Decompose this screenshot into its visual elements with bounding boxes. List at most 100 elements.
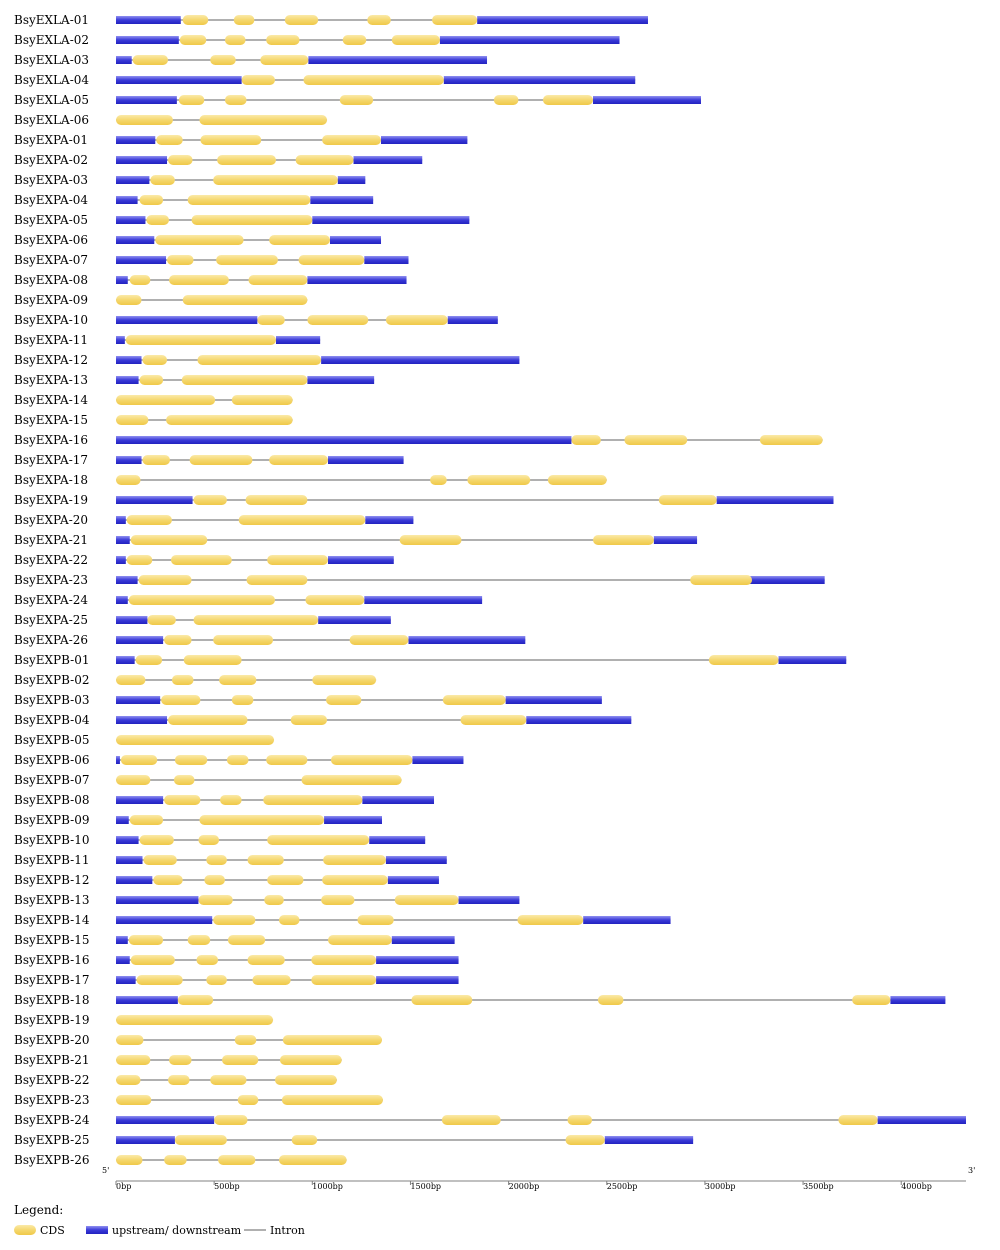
gene-row: BsyEXPA-07 [14, 253, 409, 267]
tick-label: 0bp [116, 1182, 131, 1191]
cds-exon [233, 15, 255, 25]
utr-segment [310, 196, 374, 204]
cds-exon [282, 1035, 382, 1045]
cds-exon [298, 255, 365, 265]
gene-name-label: BsyEXLA-05 [14, 93, 89, 107]
cds-exon [129, 815, 164, 825]
gene-row: BsyEXPA-23 [14, 573, 825, 587]
utr-segment [877, 1116, 966, 1124]
utr-segment [307, 276, 407, 284]
utr-segment [116, 196, 138, 204]
gene-name-label: BsyEXPB-26 [14, 1153, 90, 1167]
cds-exon [174, 755, 208, 765]
cds-exon [241, 75, 276, 85]
cds-exon [139, 835, 174, 845]
cds-exon [139, 195, 164, 205]
gene-row: BsyEXLA-06 [14, 113, 328, 127]
cds-exon [128, 935, 164, 945]
gene-row: BsyEXPA-17 [14, 453, 404, 467]
gene-row: BsyEXPA-05 [14, 213, 470, 227]
cds-exon [169, 1055, 192, 1065]
cds-exon [311, 955, 377, 965]
gene-row: BsyEXPA-24 [14, 593, 483, 607]
gene-name-label: BsyEXPB-17 [14, 973, 90, 987]
cds-exon [142, 455, 170, 465]
gene-name-label: BsyEXPB-03 [14, 693, 90, 707]
gene-name-label: BsyEXPB-08 [14, 793, 90, 807]
cds-exon [279, 1055, 342, 1065]
cds-exon [658, 495, 717, 505]
cds-exon [278, 915, 300, 925]
utr-segment [365, 516, 414, 524]
cds-exon [139, 375, 164, 385]
cds-exon [168, 155, 193, 165]
utr-segment [328, 456, 404, 464]
gene-name-label: BsyEXPA-23 [14, 573, 88, 587]
tick-label: 3000bp [705, 1182, 736, 1191]
cds-exon [234, 1035, 257, 1045]
cds-exon [173, 775, 195, 785]
cds-exon [199, 115, 328, 125]
utr-segment [353, 156, 423, 164]
cds-exon [323, 855, 386, 865]
utr-segment [376, 956, 459, 964]
gene-row: BsyEXPB-21 [14, 1053, 342, 1067]
cds-exon [493, 95, 519, 105]
gene-row: BsyEXPB-16 [14, 953, 459, 967]
gene-name-label: BsyEXPA-14 [14, 393, 88, 407]
utr-segment [116, 516, 126, 524]
cds-exon [166, 415, 293, 425]
utr-segment [116, 556, 126, 564]
cds-exon [135, 655, 163, 665]
cds-exon [116, 295, 142, 305]
utr-segment [116, 316, 258, 324]
cds-exon [182, 15, 209, 25]
cds-exon [128, 595, 276, 605]
cds-exon [567, 1115, 593, 1125]
gene-name-label: BsyEXPB-04 [14, 713, 90, 727]
utr-segment [116, 836, 139, 844]
cds-exon [116, 775, 151, 785]
legend-cds-swatch [14, 1225, 36, 1235]
gene-name-label: BsyEXPA-13 [14, 373, 88, 387]
utr-segment [387, 876, 439, 884]
cds-exon [116, 475, 141, 485]
gene-name-label: BsyEXPB-19 [14, 1013, 90, 1027]
utr-segment [116, 36, 179, 44]
utr-segment [116, 256, 167, 264]
cds-exon [394, 895, 459, 905]
cds-exon [248, 275, 308, 285]
legend: Legend: CDS upstream/ downstream Intron [14, 1203, 305, 1237]
gene-row: BsyEXPB-06 [14, 753, 464, 767]
gene-name-label: BsyEXPB-15 [14, 933, 90, 947]
cds-exon [597, 995, 624, 1005]
utr-segment [116, 336, 125, 344]
utr-segment [321, 356, 520, 364]
utr-segment [364, 256, 409, 264]
cds-exon [252, 975, 291, 985]
cds-exon [247, 955, 285, 965]
cds-exon [196, 955, 219, 965]
cds-exon [168, 1075, 190, 1085]
utr-segment [116, 816, 129, 824]
gene-name-label: BsyEXPA-02 [14, 153, 88, 167]
gene-name-label: BsyEXPA-11 [14, 333, 88, 347]
gene-name-label: BsyEXPB-21 [14, 1053, 90, 1067]
cds-exon [193, 615, 319, 625]
gene-row: BsyEXPB-19 [14, 1013, 274, 1027]
utr-segment [116, 1116, 215, 1124]
cds-exon [199, 815, 325, 825]
cds-exon [116, 1095, 152, 1105]
cds-exon [357, 915, 394, 925]
gene-name-label: BsyEXPB-24 [14, 1113, 90, 1127]
cds-exon [213, 635, 274, 645]
gene-row: BsyEXPA-26 [14, 633, 526, 647]
cds-exon [216, 255, 278, 265]
gene-name-label: BsyEXPA-08 [14, 273, 88, 287]
legend-intron-label: Intron [270, 1224, 305, 1237]
utr-segment [275, 336, 321, 344]
cds-exon [269, 455, 329, 465]
cds-exon [441, 1115, 501, 1125]
cds-exon [467, 475, 531, 485]
gene-name-label: BsyEXPA-19 [14, 493, 88, 507]
